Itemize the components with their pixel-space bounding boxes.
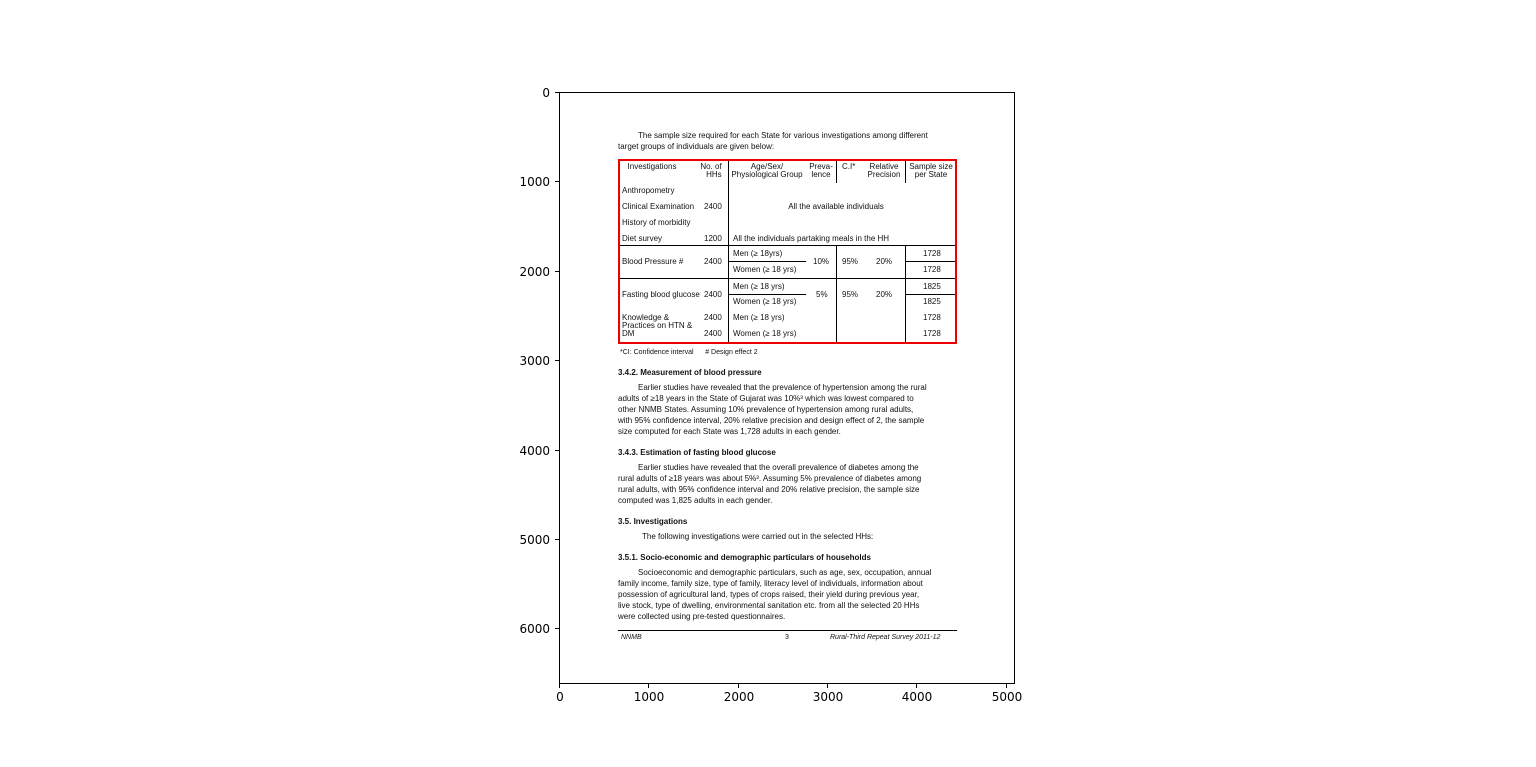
page-number: 3 [785,634,789,641]
cell: Men (≥ 18 yrs) [733,313,785,322]
x-tick-label: 5000 [991,690,1023,704]
intro-line: target groups of individuals are given b… [618,142,775,151]
cell: Men (≥ 18yrs) [733,249,783,258]
table-footnote: *CI: Confidence interval # Design effect… [620,349,758,356]
cell: Practices on HTN & [622,321,693,330]
paragraph-line: with 95% confidence interval, 20% relati… [618,416,925,425]
cell: 1825 [923,282,941,291]
cell: 20% [876,290,893,299]
cell: 2400 [704,329,722,338]
intro-line: The sample size required for each State … [638,131,928,140]
section-heading: 3.4.2. Measurement of blood pressure [618,368,762,377]
paragraph-line: Earlier studies have revealed that the p… [638,383,927,392]
cell: All the individuals partaking meals in t… [733,234,890,243]
highlight-box [618,159,957,344]
cell: 2400 [704,257,722,266]
paragraph-line: family income, family size, type of fami… [618,579,923,588]
paragraph-line: size computed for each State was 1,728 a… [618,427,841,436]
cell: Clinical Examination [622,202,695,211]
cell: 1728 [923,249,941,258]
cell: 1200 [704,234,722,243]
x-tick-label: 2000 [723,690,755,704]
cell: Blood Pressure # [622,257,684,266]
cell: 10% [813,257,830,266]
header-investigations: Investigations [627,162,677,171]
cell: History of morbidity [622,218,691,227]
y-tick-label: 2000 [519,265,550,279]
x-tick-label: 4000 [901,690,933,704]
section-heading: 3.5. Investigations [618,517,688,526]
paragraph-line: rural adults, with 95% confidence interv… [618,485,920,494]
cell: 1728 [923,265,941,274]
cell: 1728 [923,329,941,338]
section-heading: 3.4.3. Estimation of fasting blood gluco… [618,448,776,457]
x-tick-label: 0 [556,690,564,704]
cell: 95% [842,290,859,299]
cell: 20% [876,257,893,266]
plot-axes [559,92,1015,684]
cell: Knowledge & [622,313,670,322]
y-tick-label: 0 [542,86,550,100]
paragraph-line: Socioeconomic and demographic particular… [638,568,932,577]
cell: Women (≥ 18 yrs) [733,297,797,306]
y-tick-label: 5000 [519,533,550,547]
cell: All the available individuals [788,202,884,211]
x-tick-label: 3000 [812,690,844,704]
cell: 95% [842,257,859,266]
paragraph-line: rural adults of ≥18 years was about 5%³.… [618,474,922,483]
y-tick-label: 1000 [519,175,550,189]
footer-right: Rural-Third Repeat Survey 2011-12 [830,634,941,641]
x-tick-label: 1000 [633,690,665,704]
paragraph-line: The following investigations were carrie… [642,532,874,541]
paragraph-line: live stock, type of dwelling, environmen… [618,601,920,610]
paragraph-line: Earlier studies have revealed that the o… [638,463,919,472]
y-tick-label: 6000 [519,622,550,636]
paragraph-line: were collected using pre-tested question… [618,612,786,621]
paragraph-line: computed was 1,825 adults in each gender… [618,496,773,505]
section-heading: 3.5.1. Socio-economic and demographic pa… [618,553,871,562]
cell: DM [622,329,635,338]
cell: 1825 [923,297,941,306]
y-tick-label: 4000 [519,444,550,458]
cell: 5% [816,290,828,299]
cell: Women (≥ 18 yrs) [733,265,797,274]
header-hhs: No. of HHs [700,162,722,179]
cell: 2400 [704,313,722,322]
footer-left: NNMB [621,634,642,641]
header-group: Age/Sex/ Physiological Group [731,162,803,179]
cell: Women (≥ 18 yrs) [733,329,797,338]
cell: 2400 [704,290,722,299]
paragraph-line: possession of agricultural land, types o… [618,590,920,599]
cell: 1728 [923,313,941,322]
cell: 2400 [704,202,722,211]
header-sample: Sample size per State [909,162,953,179]
footer-rule [618,630,957,631]
cell: Diet survey [622,234,663,243]
cell: Anthropometry [622,186,675,195]
cell: Fasting blood glucose [622,290,700,299]
header-precision: Relative Precision [867,162,901,179]
y-tick-label: 3000 [519,354,550,368]
paragraph-line: other NNMB States. Assuming 10% prevalen… [618,405,914,414]
header-prevalence: Preva- lence [809,162,833,179]
cell: Men (≥ 18 yrs) [733,282,785,291]
paragraph-line: adults of ≥18 years in the State of Guja… [618,394,914,403]
header-ci: C.I* [842,162,856,171]
